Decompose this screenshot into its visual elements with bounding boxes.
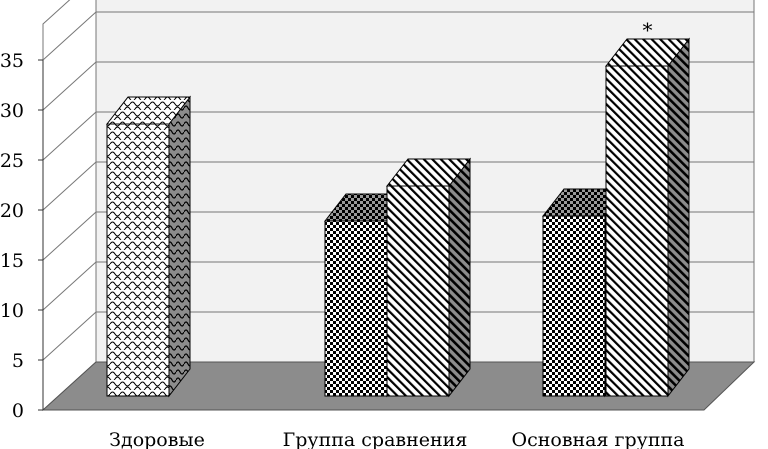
y-axis: 0 5 10 15 20 25 30 35: [0, 50, 44, 422]
bar-0-0: [105, 95, 192, 398]
bar-front: [324, 220, 388, 397]
gridline-side: [42, 211, 97, 261]
bar-front: [605, 65, 669, 397]
y-tick-label: 0: [12, 400, 24, 422]
bar-side: [667, 37, 690, 398]
bar-2-1: *: [604, 18, 691, 398]
y-tick-label: 20: [0, 200, 24, 222]
y-tick-label: 25: [0, 150, 24, 172]
y-tick-label: 10: [0, 300, 24, 322]
bar-front: [386, 185, 450, 397]
gridline-side: [42, 161, 97, 211]
side-wall: [42, 0, 97, 412]
bar-front: [106, 123, 170, 397]
bar-top: [604, 38, 691, 67]
y-tick-label: 35: [0, 50, 24, 72]
bar-side: [168, 95, 191, 398]
gridline-side: [42, 311, 97, 361]
category-label: Здоровые: [109, 429, 205, 449]
bars: *: [105, 18, 691, 398]
y-tick-label: 15: [0, 250, 24, 272]
gridline-side: [42, 61, 97, 111]
gridline-side: [42, 111, 97, 161]
bar-top: [105, 96, 192, 125]
category-label: Группа сравнения: [283, 429, 468, 449]
bar-annotation: *: [643, 18, 653, 42]
y-tick-label: 30: [0, 100, 24, 122]
bar-top: [385, 158, 472, 187]
bar-front: [542, 215, 606, 397]
bar-side: [448, 157, 471, 398]
bar-1-1: [385, 157, 472, 398]
category-label: Основная группа: [512, 429, 685, 449]
gridline-side: [42, 261, 97, 311]
gridline-side: [42, 11, 97, 61]
category-labels: Здоровые Группа сравнения Основная группа: [109, 429, 684, 449]
y-tick-label: 5: [12, 350, 24, 372]
